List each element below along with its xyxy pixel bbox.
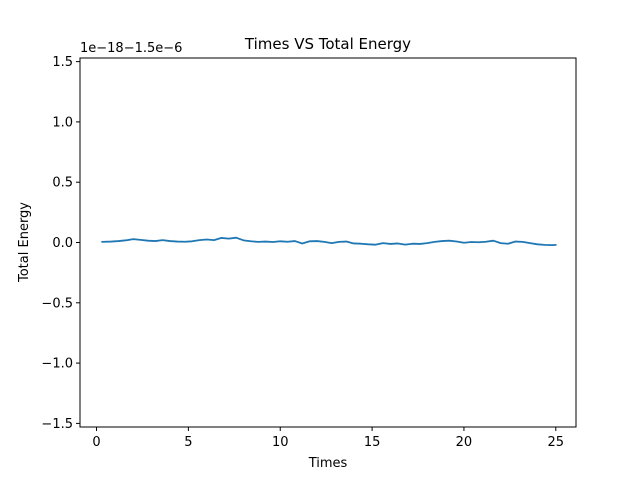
y-axis-ticks: −1.5 −1.0 −0.5 0.0 0.5 1.0 1.5 [41,55,80,432]
x-axis-label: Times [308,456,348,471]
y-axis-label: Total Energy [17,202,32,283]
y-tick-label: 1.0 [52,115,73,130]
x-tick-label: 15 [364,435,381,450]
y-tick-label: −1.5 [41,417,73,432]
y-tick-label: −0.5 [41,296,73,311]
x-tick-label: 20 [456,435,473,450]
x-tick-label: 25 [548,435,565,450]
y-tick-label: 1.5 [52,55,73,70]
chart-title: Times VS Total Energy [244,35,411,53]
x-axis-ticks: 0 5 10 15 20 25 [92,427,564,450]
y-tick-label: −1.0 [41,357,73,372]
y-tick-label: 0.5 [52,176,73,191]
y-tick-label: 0.0 [52,236,73,251]
axis-offset-text: 1e−18−1.5e−6 [80,41,182,56]
x-tick-label: 5 [184,435,192,450]
total-energy-line [101,236,557,247]
x-tick-label: 0 [92,435,100,450]
plot-frame [79,57,577,428]
x-tick-label: 10 [272,435,289,450]
